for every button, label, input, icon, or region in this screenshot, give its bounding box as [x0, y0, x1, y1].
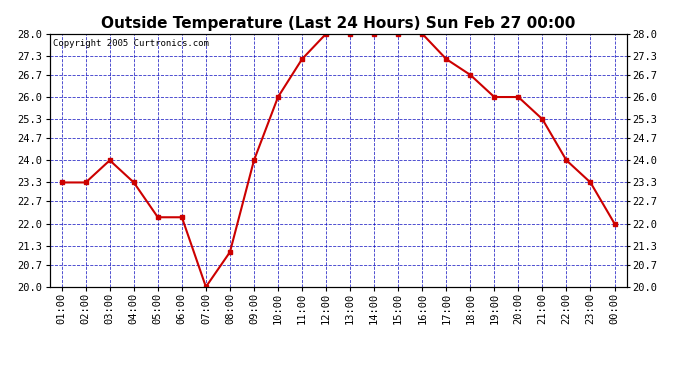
- Text: Copyright 2005 Curtronics.com: Copyright 2005 Curtronics.com: [52, 39, 208, 48]
- Title: Outside Temperature (Last 24 Hours) Sun Feb 27 00:00: Outside Temperature (Last 24 Hours) Sun …: [101, 16, 575, 31]
